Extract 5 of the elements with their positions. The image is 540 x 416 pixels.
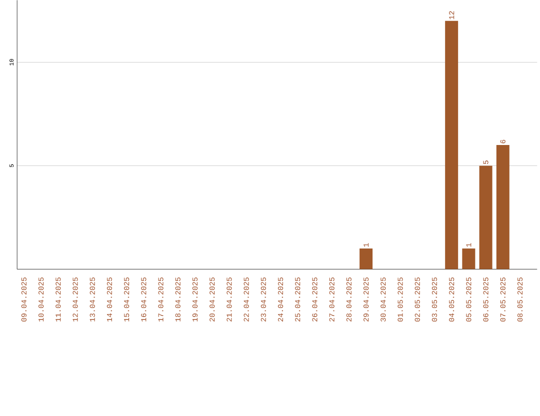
bar <box>360 248 373 270</box>
bar <box>479 166 492 270</box>
bar <box>462 248 476 270</box>
bar <box>496 144 510 270</box>
bar <box>445 20 458 270</box>
